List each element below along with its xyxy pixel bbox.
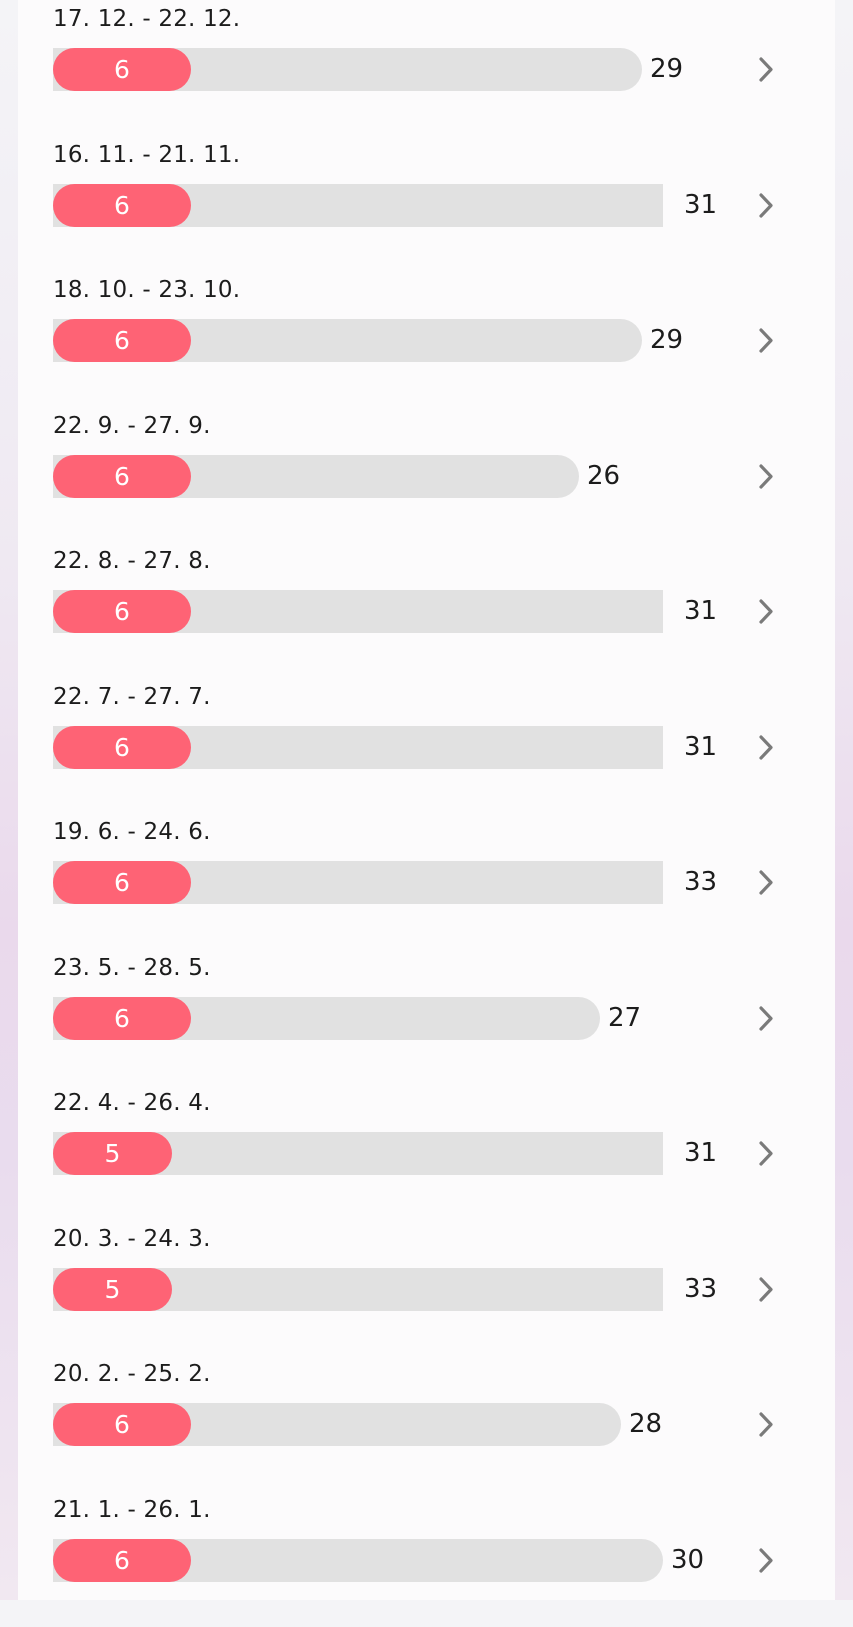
chevron-right-icon[interactable] [745, 861, 788, 904]
cycle-length-value: 27 [608, 1003, 642, 1033]
period-length-bar: 6 [53, 590, 191, 633]
cycle-history-list: 17. 12. - 22. 12. 6 29 16. 11. - 21. 11.… [18, 0, 835, 1600]
cycle-row[interactable]: 18. 10. - 23. 10. 6 29 [18, 271, 835, 407]
period-length-bar: 6 [53, 455, 191, 498]
date-range: 16. 11. - 21. 11. [53, 142, 241, 168]
cycle-length-value: 28 [629, 1409, 663, 1439]
period-length-bar: 6 [53, 997, 191, 1040]
date-range: 22. 8. - 27. 8. [53, 548, 211, 574]
cycle-length-value: 33 [684, 1274, 718, 1304]
cycle-length-value: 31 [684, 596, 718, 626]
chevron-right-icon[interactable] [745, 455, 788, 498]
period-length-bar: 6 [53, 1403, 191, 1446]
period-length-bar: 6 [53, 861, 191, 904]
chevron-right-icon[interactable] [745, 1268, 788, 1311]
period-length-bar: 6 [53, 726, 191, 769]
cycle-row[interactable]: 22. 9. - 27. 9. 6 26 [18, 407, 835, 543]
cycle-row[interactable]: 20. 3. - 24. 3. 5 33 [18, 1220, 835, 1356]
period-length-bar: 6 [53, 48, 191, 91]
chevron-right-icon[interactable] [745, 319, 788, 362]
date-range: 22. 9. - 27. 9. [53, 413, 211, 439]
cycle-length-value: 31 [684, 1138, 718, 1168]
cycle-length-value: 33 [684, 867, 718, 897]
chevron-right-icon[interactable] [745, 1403, 788, 1446]
date-range: 22. 7. - 27. 7. [53, 684, 211, 710]
period-length-bar: 6 [53, 319, 191, 362]
period-length-bar: 5 [53, 1268, 172, 1311]
date-range: 22. 4. - 26. 4. [53, 1090, 211, 1116]
cycle-length-value: 29 [650, 54, 684, 84]
chevron-right-icon[interactable] [745, 997, 788, 1040]
cycle-row[interactable]: 22. 4. - 26. 4. 5 31 [18, 1084, 835, 1220]
period-length-bar: 6 [53, 1539, 191, 1582]
cycle-row[interactable]: 22. 8. - 27. 8. 6 31 [18, 542, 835, 678]
period-length-bar: 5 [53, 1132, 172, 1175]
date-range: 21. 1. - 26. 1. [53, 1497, 211, 1523]
cycle-row[interactable]: 16. 11. - 21. 11. 6 31 [18, 136, 835, 272]
period-length-bar: 6 [53, 184, 191, 227]
cycle-length-value: 26 [587, 461, 621, 491]
date-range: 20. 2. - 25. 2. [53, 1361, 211, 1387]
chevron-right-icon[interactable] [745, 590, 788, 633]
cycle-length-value: 31 [684, 190, 718, 220]
date-range: 23. 5. - 28. 5. [53, 955, 211, 981]
cycle-row[interactable]: 19. 6. - 24. 6. 6 33 [18, 813, 835, 949]
cycle-row[interactable]: 20. 2. - 25. 2. 6 28 [18, 1355, 835, 1491]
cycle-length-value: 31 [684, 732, 718, 762]
date-range: 17. 12. - 22. 12. [53, 6, 241, 32]
cycle-row[interactable]: 17. 12. - 22. 12. 6 29 [18, 0, 835, 136]
date-range: 19. 6. - 24. 6. [53, 819, 211, 845]
chevron-right-icon[interactable] [745, 48, 788, 91]
cycle-row[interactable]: 23. 5. - 28. 5. 6 27 [18, 949, 835, 1085]
date-range: 18. 10. - 23. 10. [53, 277, 241, 303]
cycle-row[interactable]: 21. 1. - 26. 1. 6 30 [18, 1491, 835, 1627]
cycle-row[interactable]: 22. 7. - 27. 7. 6 31 [18, 678, 835, 814]
cycle-length-value: 29 [650, 325, 684, 355]
chevron-right-icon[interactable] [745, 726, 788, 769]
chevron-right-icon[interactable] [745, 1132, 788, 1175]
date-range: 20. 3. - 24. 3. [53, 1226, 211, 1252]
chevron-right-icon[interactable] [745, 184, 788, 227]
cycle-length-value: 30 [671, 1545, 705, 1575]
chevron-right-icon[interactable] [745, 1539, 788, 1582]
